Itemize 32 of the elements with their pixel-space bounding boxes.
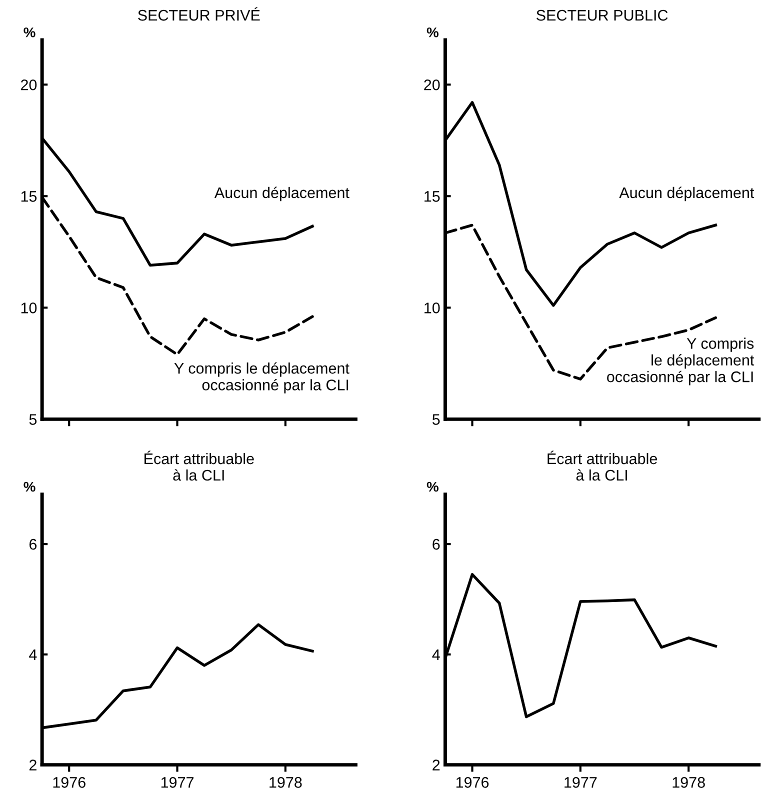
chart-title: Écart attribuable à la CLI [548, 450, 658, 481]
y-tick-label: 20 [424, 79, 440, 90]
series-label: Y compris le déplacement occasionné par la CLI [607, 338, 754, 386]
y-tick-label: 15 [21, 191, 37, 202]
x-tick-label: 1976 [53, 777, 86, 788]
y-tick-label: 10 [21, 302, 37, 314]
y-axis-title: % [24, 482, 36, 492]
y-axis-title: % [426, 27, 438, 38]
y-axis-title: % [24, 27, 36, 38]
y-tick-label: 2 [432, 760, 440, 770]
x-tick-label: 1977 [564, 777, 597, 788]
chart-title: SECTEUR PUBLIC [536, 10, 668, 21]
y-tick-label: 4 [29, 649, 37, 660]
y-tick-label: 2 [29, 760, 36, 770]
text: Aucun déplacement [619, 186, 754, 202]
text: Aucun déplacement [214, 186, 350, 202]
chart-title: SECTEUR PRIVÉ [138, 7, 260, 21]
y-tick-label: 6 [29, 538, 37, 550]
y-tick-label: 4 [432, 649, 440, 660]
x-tick-label: 1978 [672, 777, 705, 788]
y-axis-title: % [426, 482, 438, 492]
y-tick-label: 20 [20, 79, 37, 90]
x-tick-label: 1978 [270, 777, 302, 788]
y-tick-label: 5 [432, 414, 440, 425]
y-tick-label: 10 [424, 302, 440, 314]
x-tick-label: 1977 [161, 777, 194, 788]
x-tick-label: 1976 [456, 777, 489, 788]
y-tick-label: 6 [432, 538, 440, 550]
chart-title: Écart attribuable à la CLI [144, 450, 254, 481]
y-tick-label: 15 [424, 191, 440, 202]
series-label: Y compris le déplacement occasionné par la CLI [174, 362, 350, 394]
y-tick-label: 5 [29, 414, 37, 425]
